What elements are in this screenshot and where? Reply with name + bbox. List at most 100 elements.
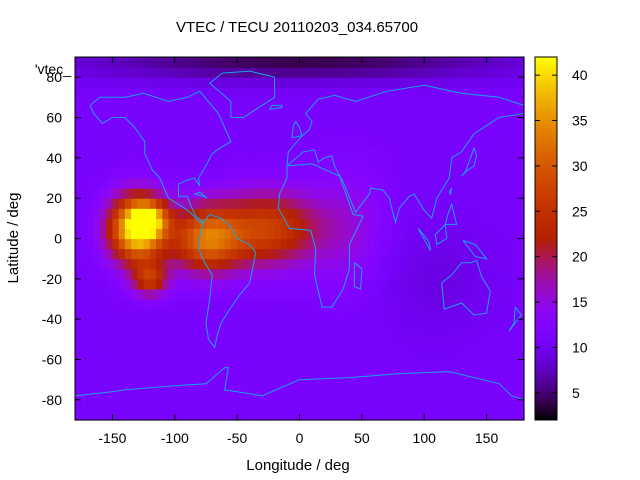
heatmap-cell (262, 208, 269, 219)
heatmap-cell (492, 107, 500, 119)
heatmap-cell (505, 359, 513, 371)
heatmap-cell (118, 228, 126, 240)
heatmap-cell (243, 409, 251, 421)
heatmap-cell (311, 349, 319, 361)
heatmap-cell (417, 268, 425, 280)
heatmap-cell (393, 359, 400, 371)
heatmap-cell (149, 248, 157, 260)
heatmap-cell (212, 228, 220, 240)
heatmap-cell (237, 97, 244, 109)
heatmap-cell (361, 218, 369, 230)
heatmap-cell (336, 278, 344, 290)
heatmap-cell (311, 117, 319, 129)
heatmap-cell (187, 278, 195, 290)
heatmap-cell (193, 178, 201, 189)
heatmap-cell (124, 359, 132, 371)
heatmap-cell (87, 228, 95, 240)
heatmap-cell (124, 127, 132, 139)
heatmap-cell (75, 268, 82, 280)
heatmap-cell (143, 57, 151, 68)
heatmap-cell (262, 409, 269, 421)
heatmap-cell (131, 117, 138, 129)
heatmap-cell (106, 87, 114, 98)
heatmap-cell (436, 248, 444, 260)
heatmap-cell (112, 107, 120, 119)
heatmap-cell (411, 258, 419, 270)
heatmap-cell (405, 339, 413, 351)
heatmap-cell (442, 369, 450, 381)
heatmap-cell (106, 107, 114, 119)
heatmap-cell (81, 87, 89, 98)
heatmap-cell (124, 67, 132, 78)
heatmap-cell (187, 329, 195, 340)
heatmap-cell (399, 268, 407, 280)
heatmap-cell (75, 208, 82, 219)
colorbar-tick-label: 10 (572, 339, 588, 355)
heatmap-cell (492, 329, 500, 340)
heatmap-cell (467, 379, 475, 391)
heatmap-cell (305, 67, 313, 78)
heatmap-cell (386, 238, 394, 250)
heatmap-cell (75, 309, 82, 320)
heatmap-cell (99, 228, 107, 240)
heatmap-cell (131, 167, 138, 179)
heatmap-cell (324, 299, 332, 310)
heatmap-cell (368, 228, 375, 240)
heatmap-cell (361, 107, 369, 119)
heatmap-cell (149, 137, 157, 149)
heatmap-cell (262, 147, 269, 159)
heatmap-cell (324, 238, 332, 250)
heatmap-cell (112, 167, 120, 179)
coastline-segment (444, 202, 458, 225)
heatmap-cell (499, 258, 506, 270)
heatmap-cell (449, 117, 457, 129)
heatmap-cell (343, 208, 350, 219)
heatmap-cell (411, 288, 419, 300)
heatmap-cell (268, 218, 276, 230)
heatmap-cell (255, 228, 263, 240)
heatmap-cell (505, 117, 513, 129)
heatmap-cell (230, 167, 238, 179)
heatmap-cell (343, 369, 350, 381)
heatmap-cell (480, 198, 488, 209)
heatmap-cell (368, 107, 375, 119)
heatmap-cell (467, 389, 475, 401)
heatmap-cell (124, 389, 132, 401)
heatmap-cell (162, 228, 170, 240)
heatmap-cell (361, 87, 369, 98)
heatmap-cell (399, 87, 407, 98)
heatmap-cell (118, 268, 126, 280)
heatmap-cell (386, 329, 394, 340)
heatmap-cell (293, 167, 301, 179)
heatmap-cell (187, 288, 195, 300)
heatmap-cell (380, 198, 388, 209)
heatmap-cell (255, 107, 263, 119)
heatmap-cell (474, 359, 481, 371)
heatmap-cell (93, 107, 101, 119)
heatmap-cell (212, 319, 220, 330)
heatmap-cell (156, 198, 163, 209)
heatmap-cell (436, 359, 444, 371)
heatmap-cell (156, 137, 163, 149)
heatmap-cell (355, 278, 363, 290)
heatmap-cell (361, 268, 369, 280)
heatmap-cell (218, 57, 226, 68)
heatmap-cell (274, 238, 282, 250)
heatmap-cell (287, 97, 294, 109)
heatmap-cell (467, 218, 475, 230)
heatmap-cell (181, 268, 188, 280)
heatmap-cell (112, 278, 120, 290)
heatmap-cell (386, 127, 394, 139)
heatmap-cell (499, 238, 506, 250)
heatmap-cell (118, 379, 126, 391)
heatmap-cell (199, 389, 207, 401)
heatmap-cell (436, 228, 444, 240)
heatmap-cell (386, 167, 394, 179)
heatmap-cell (268, 57, 276, 68)
heatmap-cell (355, 288, 363, 300)
heatmap-cell (492, 57, 500, 68)
heatmap-cell (218, 349, 226, 361)
heatmap-cell (449, 97, 457, 109)
heatmap-cell (399, 329, 407, 340)
